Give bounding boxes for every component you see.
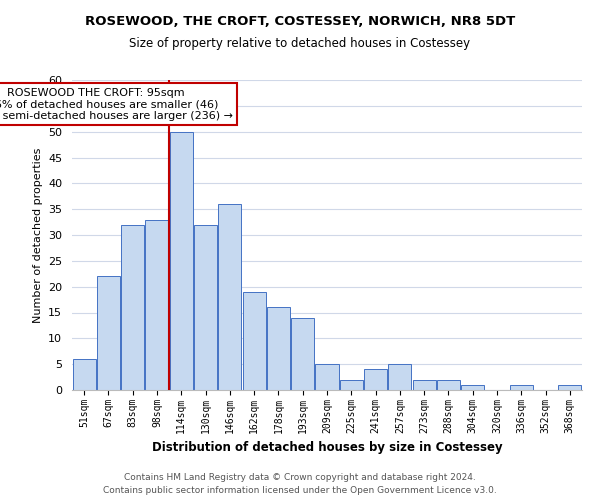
Bar xyxy=(316,364,338,390)
Bar xyxy=(194,224,217,390)
Bar xyxy=(388,364,412,390)
X-axis label: Distribution of detached houses by size in Costessey: Distribution of detached houses by size … xyxy=(152,441,502,454)
Bar xyxy=(145,220,169,390)
Text: ROSEWOOD, THE CROFT, COSTESSEY, NORWICH, NR8 5DT: ROSEWOOD, THE CROFT, COSTESSEY, NORWICH,… xyxy=(85,15,515,28)
Bar xyxy=(73,359,95,390)
Bar xyxy=(242,292,266,390)
Text: ROSEWOOD THE CROFT: 95sqm
← 16% of detached houses are smaller (46)
84% of semi-: ROSEWOOD THE CROFT: 95sqm ← 16% of detac… xyxy=(0,88,233,121)
Bar xyxy=(413,380,436,390)
Bar xyxy=(170,132,193,390)
Bar xyxy=(291,318,314,390)
Bar xyxy=(218,204,241,390)
Bar xyxy=(461,385,484,390)
Bar xyxy=(559,385,581,390)
Bar xyxy=(121,224,144,390)
Bar xyxy=(437,380,460,390)
Bar xyxy=(267,308,290,390)
Bar xyxy=(340,380,363,390)
Text: Contains HM Land Registry data © Crown copyright and database right 2024.
Contai: Contains HM Land Registry data © Crown c… xyxy=(103,474,497,495)
Bar xyxy=(510,385,533,390)
Text: Size of property relative to detached houses in Costessey: Size of property relative to detached ho… xyxy=(130,38,470,51)
Y-axis label: Number of detached properties: Number of detached properties xyxy=(32,148,43,322)
Bar xyxy=(364,370,387,390)
Bar xyxy=(97,276,120,390)
